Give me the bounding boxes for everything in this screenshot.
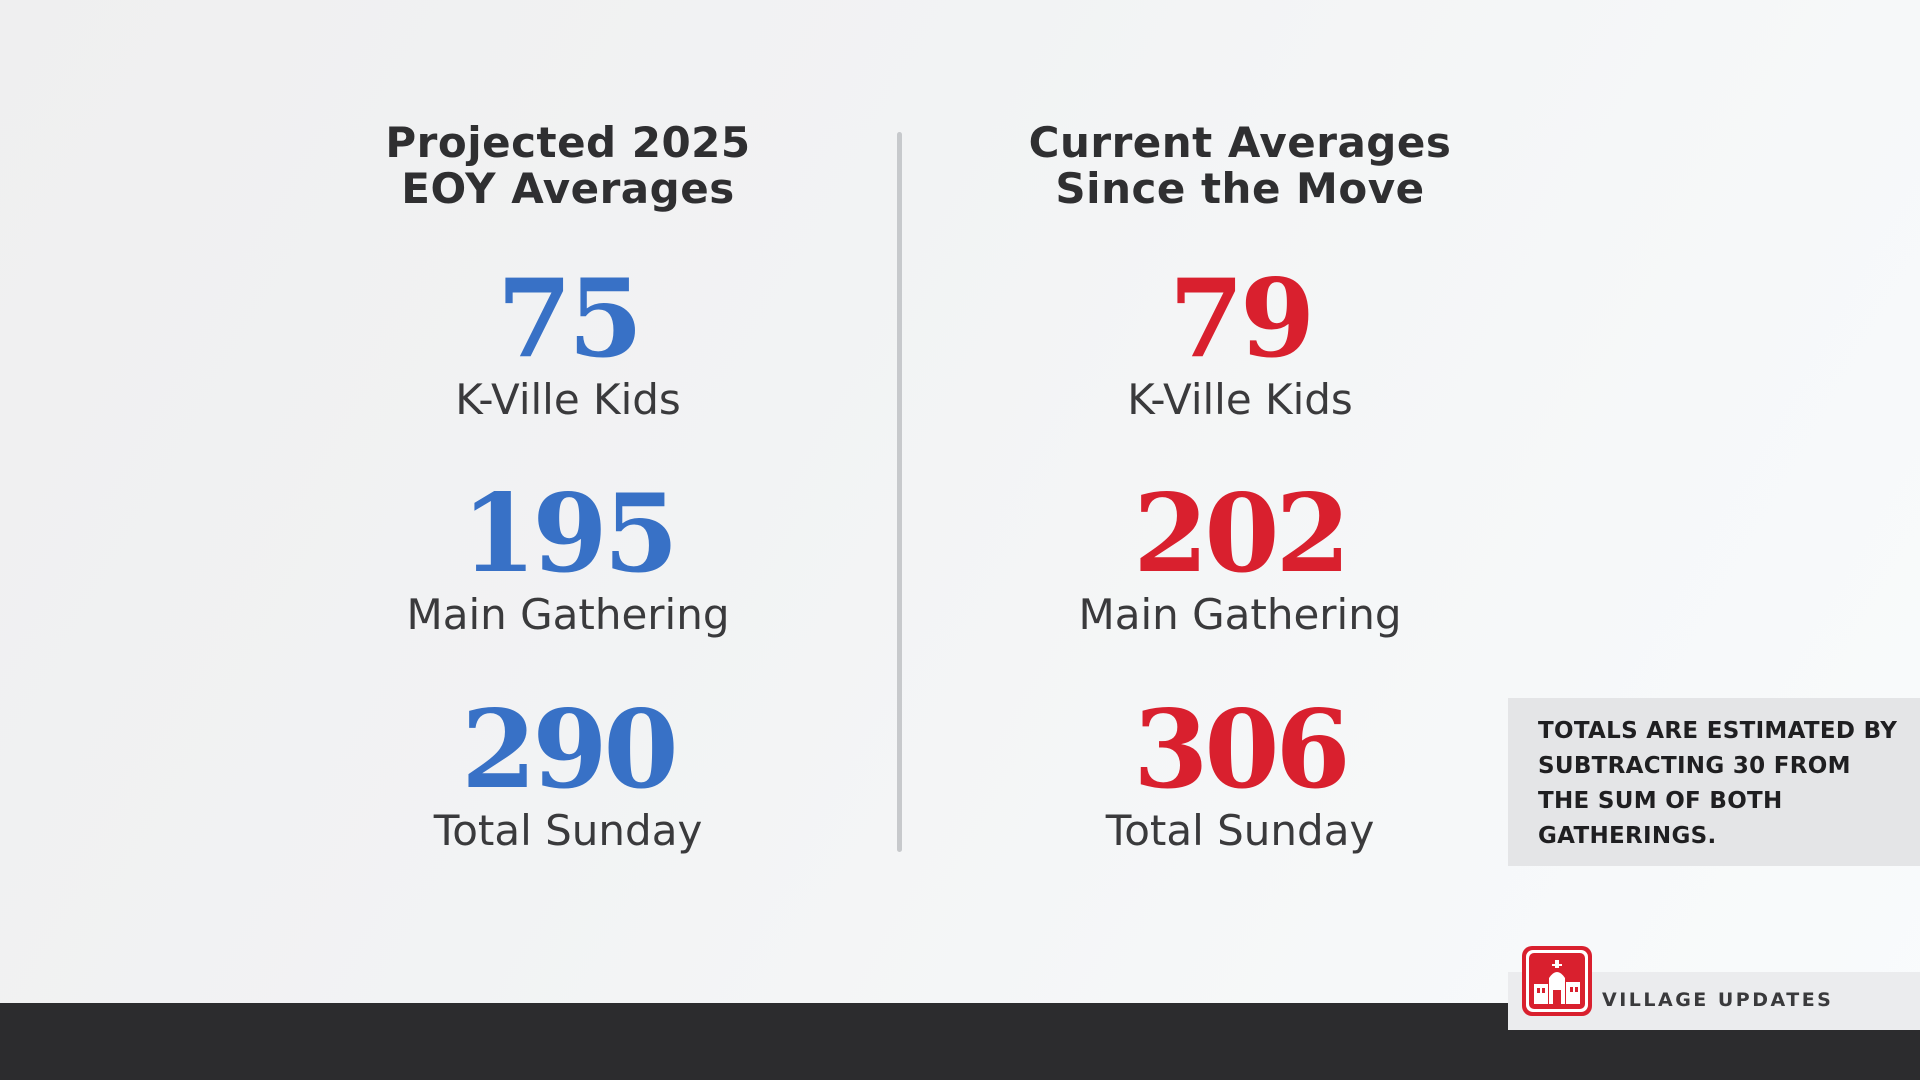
current-total-value: 306 bbox=[1133, 687, 1350, 813]
projected-main-label: Main Gathering bbox=[406, 590, 730, 639]
current-heading-line2: Since the Move bbox=[1055, 164, 1425, 213]
column-divider bbox=[897, 132, 902, 852]
church-building-icon bbox=[1522, 946, 1592, 1016]
current-kids-label: K-Ville Kids bbox=[1127, 375, 1353, 424]
projected-heading: Projected 2025 EOY Averages bbox=[288, 120, 848, 212]
projected-kids-stat: 75 K-Ville Kids bbox=[288, 265, 848, 425]
current-kids-stat: 79 K-Ville Kids bbox=[960, 265, 1520, 425]
current-main-stat: 202 Main Gathering bbox=[960, 480, 1520, 640]
projected-heading-line2: EOY Averages bbox=[401, 164, 735, 213]
current-total-stat: 306 Total Sunday bbox=[960, 696, 1520, 856]
projected-main-stat: 195 Main Gathering bbox=[288, 480, 848, 640]
current-total-label: Total Sunday bbox=[1105, 806, 1375, 855]
current-kids-value: 79 bbox=[1168, 256, 1315, 382]
current-heading-line1: Current Averages bbox=[1028, 118, 1452, 167]
estimate-note-text: Totals are estimated by subtracting 30 f… bbox=[1538, 718, 1898, 849]
village-updates-label: VILLAGE UPDATES bbox=[1602, 989, 1834, 1011]
estimate-note: Totals are estimated by subtracting 30 f… bbox=[1508, 698, 1920, 866]
current-heading: Current Averages Since the Move bbox=[960, 120, 1520, 212]
projected-total-stat: 290 Total Sunday bbox=[288, 696, 848, 856]
projected-kids-label: K-Ville Kids bbox=[455, 375, 681, 424]
projected-total-value: 290 bbox=[461, 687, 678, 813]
projected-total-label: Total Sunday bbox=[433, 806, 703, 855]
projected-main-value: 195 bbox=[461, 471, 678, 597]
projected-heading-line1: Projected 2025 bbox=[385, 118, 751, 167]
current-main-value: 202 bbox=[1133, 471, 1350, 597]
current-main-label: Main Gathering bbox=[1078, 590, 1402, 639]
projected-kids-value: 75 bbox=[496, 256, 643, 382]
